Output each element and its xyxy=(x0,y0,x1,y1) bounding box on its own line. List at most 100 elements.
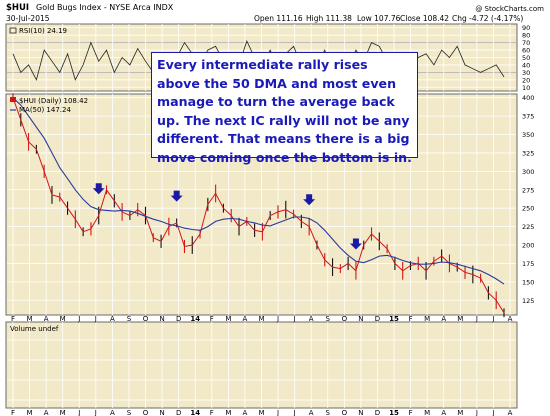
x-tick-label-bottom: F xyxy=(11,409,15,416)
ma-legend-text: MA(50) 147.24 xyxy=(19,106,71,114)
header-change: Chg -4.72 (-4.17%) xyxy=(452,14,523,23)
down-arrow-icon xyxy=(303,194,316,206)
price-tick-label: 275 xyxy=(522,186,534,194)
x-tick-label-bottom: N xyxy=(159,409,164,416)
x-tick-label-top: M xyxy=(258,315,264,323)
price-tick-label: 300 xyxy=(522,168,534,176)
x-tick-label-bottom: O xyxy=(143,409,149,416)
x-tick-label-top: J xyxy=(276,315,279,323)
x-tick-label-top: J xyxy=(475,315,478,323)
x-tick-label-top: F xyxy=(409,315,413,323)
x-tick-label-top: J xyxy=(77,315,80,323)
x-tick-label-top: F xyxy=(210,315,214,323)
x-tick-label-top: O xyxy=(342,315,348,323)
x-tick-label-bottom: M xyxy=(27,409,33,416)
header-date: 30-Jul-2015 xyxy=(6,14,50,23)
x-tick-label-top: N xyxy=(159,315,164,323)
x-tick-label-bottom: M xyxy=(457,409,463,416)
x-tick-label-bottom: S xyxy=(127,409,132,416)
x-tick-label-bottom: M xyxy=(258,409,264,416)
x-tick-label-top: A xyxy=(508,315,513,323)
rsi-tick-label: 80 xyxy=(522,32,530,40)
x-tick-label-top: J xyxy=(94,315,97,323)
price-tick-label: 400 xyxy=(522,94,534,102)
annotation-box: Every intermediate rally rises above the… xyxy=(151,52,418,165)
price-legend: $HUI (Daily) 108.42 MA(50) 147.24 xyxy=(10,97,88,114)
x-tick-label-bottom: F xyxy=(210,409,214,416)
x-tick-label-top: M xyxy=(457,315,463,323)
header-close: Close 108.42 xyxy=(400,14,449,23)
price-tick-label: 250 xyxy=(522,205,534,213)
x-tick-label-bottom: J xyxy=(94,409,97,416)
x-tick-label-top: M xyxy=(225,315,231,323)
x-tick-label-top: S xyxy=(127,315,132,323)
x-tick-label-bottom: J xyxy=(276,409,279,416)
price-tick-label: 375 xyxy=(522,113,534,121)
x-axis-top: F M A M J J A S O N D 14 F M A M J J A S O N D 15 F M A M J J A xyxy=(11,315,513,323)
volume-legend-text: Volume undef xyxy=(10,325,59,333)
price-tick-label: 225 xyxy=(522,223,534,231)
x-tick-label-bottom: N xyxy=(358,409,363,416)
x-tick-label-top: A xyxy=(309,315,314,323)
x-tick-label-bottom: O xyxy=(342,409,348,416)
price-series-line xyxy=(12,97,505,314)
x-tick-label-bottom: J xyxy=(475,409,478,416)
x-tick-label-top: M xyxy=(60,315,66,323)
volume-gridlines xyxy=(7,322,516,408)
x-tick-label-top: 14 xyxy=(190,315,200,323)
x-tick-label-top: 15 xyxy=(389,315,399,323)
x-tick-label-top: J xyxy=(293,315,296,323)
x-tick-label-bottom: 15 xyxy=(389,409,399,416)
header-name: Gold Bugs Index - NYSE Arca INDX xyxy=(36,3,174,12)
watermark: @ StockCharts.com xyxy=(475,5,544,13)
x-tick-label-bottom: M xyxy=(60,409,66,416)
x-tick-label-top: S xyxy=(326,315,331,323)
header-low: Low 107.76 xyxy=(357,14,401,23)
rsi-tick-label: 20 xyxy=(522,76,530,84)
ma50-series-line xyxy=(12,97,505,285)
x-tick-label-bottom: D xyxy=(375,409,380,416)
x-tick-label-bottom: J xyxy=(491,409,494,416)
x-tick-label-bottom: A xyxy=(44,409,49,416)
rsi-legend: RSI(10) 24.19 xyxy=(9,27,67,35)
x-tick-label-bottom: S xyxy=(326,409,331,416)
x-tick-label-bottom: J xyxy=(293,409,296,416)
x-tick-label-top: J xyxy=(491,315,494,323)
price-tick-label: 175 xyxy=(522,260,534,268)
rsi-tick-label: 70 xyxy=(522,39,530,47)
x-tick-label-top: A xyxy=(243,315,248,323)
x-tick-label-bottom: F xyxy=(409,409,413,416)
x-tick-label-top: M xyxy=(27,315,33,323)
x-tick-label-bottom: M xyxy=(225,409,231,416)
price-tick-label: 150 xyxy=(522,278,534,286)
x-tick-label-bottom: A xyxy=(243,409,248,416)
x-tick-label-top: A xyxy=(441,315,446,323)
x-tick-label-bottom: A xyxy=(110,409,115,416)
header-symbol: $HUI xyxy=(6,3,29,13)
x-axis-bottom: F M A M J J A S O N D 14 F M A M J J A S O N D 15 F M A M J J A xyxy=(11,409,513,416)
x-tick-label-top: O xyxy=(143,315,149,323)
rsi-tick-label: 50 xyxy=(522,54,530,62)
price-tick-label: 350 xyxy=(522,131,534,139)
price-tick-label: 125 xyxy=(522,297,534,305)
price-tick-label: 200 xyxy=(522,242,534,250)
x-tick-label-top: N xyxy=(358,315,363,323)
rsi-tick-label: 60 xyxy=(522,47,530,55)
x-tick-label-top: A xyxy=(110,315,115,323)
x-tick-label-top: A xyxy=(44,315,49,323)
x-tick-label-top: D xyxy=(375,315,380,323)
x-tick-label-top: M xyxy=(424,315,430,323)
rsi-tick-label: 10 xyxy=(522,84,530,92)
rsi-tick-label: 30 xyxy=(522,69,530,77)
x-tick-label-bottom: A xyxy=(508,409,513,416)
price-legend-text: $HUI (Daily) 108.42 xyxy=(19,97,88,105)
x-tick-label-bottom: A xyxy=(309,409,314,416)
rally-arrows xyxy=(92,183,362,250)
price-tick-label: 325 xyxy=(522,149,534,157)
x-tick-label-bottom: M xyxy=(424,409,430,416)
header-open: Open 111.16 xyxy=(254,14,303,23)
down-arrow-icon xyxy=(170,190,183,202)
rsi-legend-text: RSI(10) 24.19 xyxy=(19,27,67,35)
